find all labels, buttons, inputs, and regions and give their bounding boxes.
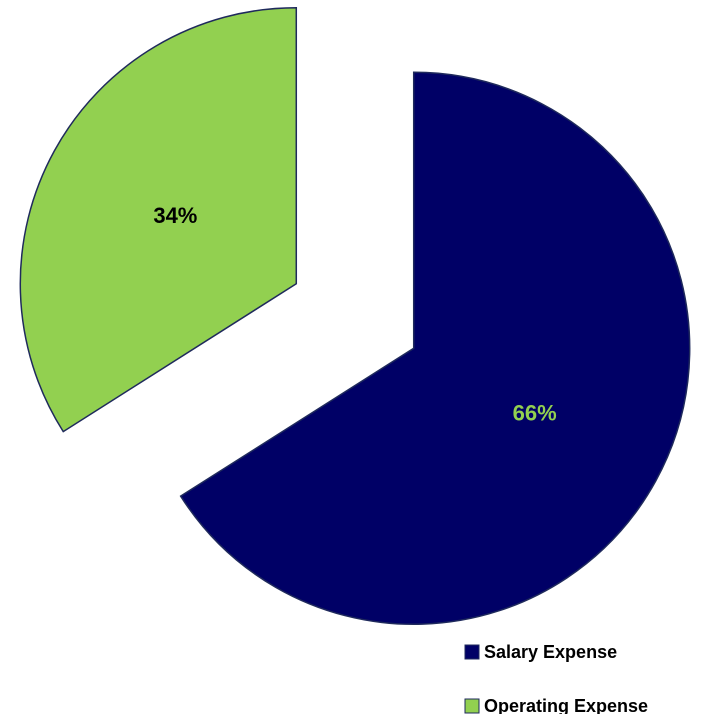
pie-slice	[179, 71, 691, 626]
legend-swatch	[464, 644, 480, 660]
data-label: 34%	[153, 203, 197, 228]
legend-swatch	[464, 698, 480, 714]
legend-label: Operating Expense	[484, 696, 648, 714]
pie-slice	[19, 6, 298, 433]
legend-label: Salary Expense	[484, 642, 617, 662]
data-label: 66%	[513, 401, 557, 426]
